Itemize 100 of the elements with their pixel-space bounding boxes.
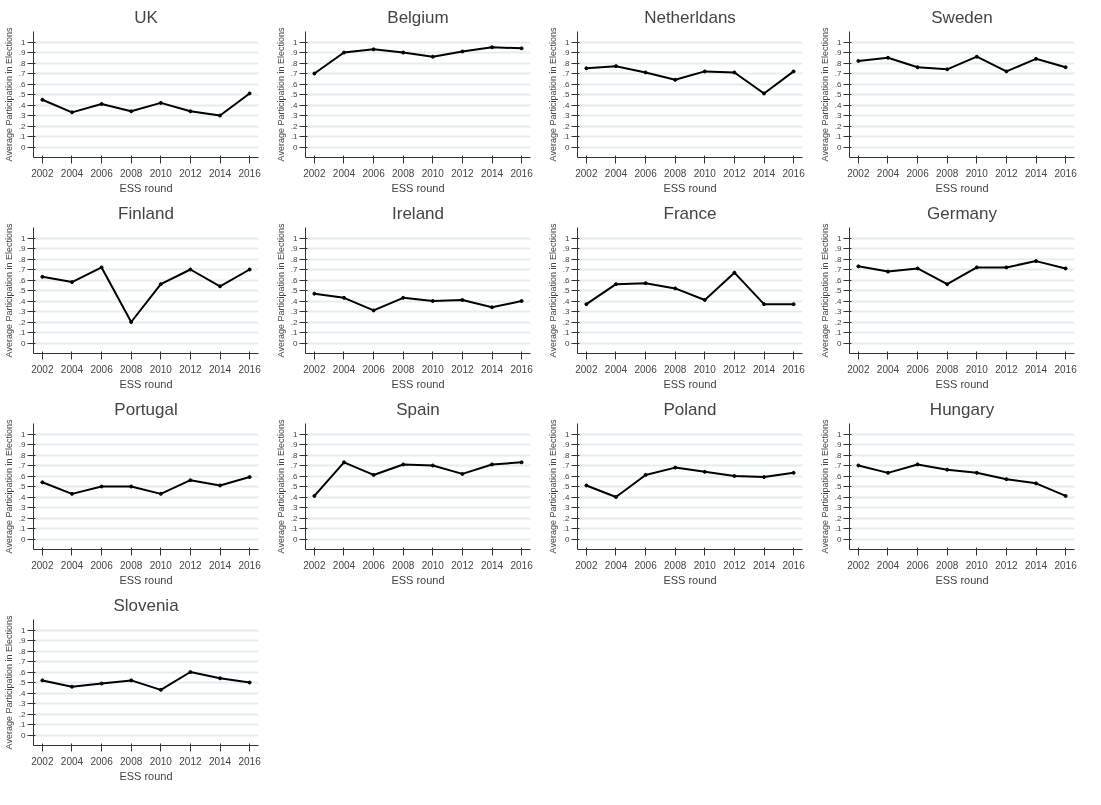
y-tick-label: .4	[562, 296, 571, 306]
y-tick-label: 1	[293, 429, 299, 439]
y-axis-title: Average Participation in Elections	[3, 27, 14, 162]
x-tick-label: 2010	[965, 167, 989, 179]
y-tick-label: .2	[290, 317, 299, 327]
x-tick-label: 2014	[1024, 167, 1048, 179]
y-tick-label: .6	[290, 471, 299, 481]
y-tick-label: 0	[293, 338, 299, 348]
x-tick-label: 2006	[906, 363, 930, 375]
x-tick-label: 2012	[995, 363, 1018, 375]
y-tick-label: 1	[293, 37, 299, 47]
x-tick-label: 2002	[31, 755, 54, 767]
x-tick-label: 2012	[995, 167, 1018, 179]
y-tick-label: 0	[837, 534, 843, 544]
x-tick-label: 2012	[723, 167, 746, 179]
x-axis-title: ESS round	[119, 181, 173, 194]
y-tick-label: .2	[290, 513, 299, 523]
y-tick-label: .5	[18, 678, 27, 687]
y-tick-label: .7	[290, 265, 299, 274]
x-tick-label: 2012	[179, 559, 202, 571]
x-tick-label: 2004	[60, 167, 84, 179]
chart-title: Netherldans	[644, 7, 736, 27]
y-tick-label: .2	[18, 709, 27, 719]
y-tick-label: .7	[18, 69, 27, 78]
y-tick-label: .7	[562, 265, 571, 274]
x-axis-title: ESS round	[119, 377, 173, 390]
chart-title: Ireland	[392, 203, 444, 223]
y-tick-label: .3	[834, 307, 843, 316]
y-tick-label: .6	[18, 275, 27, 285]
x-tick-label: 2008	[664, 363, 687, 375]
x-tick-label: 2016	[782, 167, 806, 179]
x-tick-label: 2004	[60, 363, 84, 375]
y-axis-title: Average Participation in Elections	[3, 419, 14, 554]
y-tick-label: .3	[290, 307, 299, 316]
y-tick-label: .3	[290, 503, 299, 512]
y-tick-label: .4	[18, 100, 27, 110]
y-tick-label: .6	[834, 471, 843, 481]
y-tick-label: .6	[834, 275, 843, 285]
y-tick-label: .5	[834, 482, 843, 491]
y-tick-label: .8	[18, 646, 27, 656]
x-tick-label: 2014	[752, 363, 776, 375]
x-axis-title: ESS round	[935, 377, 989, 390]
y-tick-label: .4	[290, 100, 299, 110]
x-tick-label: 2012	[723, 559, 746, 571]
y-tick-label: .4	[290, 296, 299, 306]
x-tick-label: 2010	[149, 167, 173, 179]
y-tick-label: .6	[562, 79, 571, 89]
y-tick-label: .1	[290, 328, 299, 337]
y-axis-title: Average Participation in Elections	[819, 27, 830, 162]
y-tick-label: .5	[18, 286, 27, 295]
y-tick-label: .4	[290, 492, 299, 502]
y-tick-label: 0	[21, 534, 27, 544]
y-tick-label: .8	[834, 450, 843, 460]
x-tick-label: 2002	[575, 167, 598, 179]
y-tick-label: .9	[562, 440, 571, 449]
x-axis-title: ESS round	[663, 377, 717, 390]
y-axis-title: Average Participation in Elections	[547, 27, 558, 162]
y-tick-label: .6	[290, 79, 299, 89]
x-tick-label: 2010	[421, 167, 445, 179]
x-tick-label: 2002	[575, 363, 598, 375]
x-tick-label: 2016	[1054, 559, 1078, 571]
x-tick-label: 2016	[238, 167, 262, 179]
y-tick-label: .1	[18, 524, 27, 533]
y-tick-label: .5	[290, 90, 299, 99]
y-tick-label: 1	[837, 233, 843, 243]
x-tick-label: 2002	[303, 559, 326, 571]
x-tick-label: 2010	[693, 363, 717, 375]
chart-title: UK	[134, 7, 159, 27]
x-axis-title: ESS round	[935, 573, 989, 586]
y-tick-label: .2	[562, 317, 571, 327]
y-tick-label: .6	[562, 471, 571, 481]
y-tick-label: 1	[21, 37, 27, 47]
x-tick-label: 2002	[847, 363, 870, 375]
x-tick-label: 2016	[238, 363, 262, 375]
chart-title: Hungary	[929, 399, 995, 419]
chart-title: Sweden	[931, 7, 993, 27]
y-tick-label: .5	[562, 90, 571, 99]
x-tick-label: 2004	[332, 559, 356, 571]
chart-title: France	[663, 203, 717, 223]
x-tick-label: 2016	[510, 363, 534, 375]
x-tick-label: 2016	[238, 755, 262, 767]
y-tick-label: .8	[562, 58, 571, 68]
x-tick-label: 2010	[149, 755, 173, 767]
y-tick-label: 1	[565, 37, 571, 47]
x-tick-label: 2002	[847, 167, 870, 179]
y-tick-label: .6	[562, 275, 571, 285]
y-tick-label: 0	[293, 142, 299, 152]
y-tick-label: .1	[18, 328, 27, 337]
y-tick-label: .7	[834, 69, 843, 78]
y-tick-label: .2	[290, 121, 299, 131]
x-tick-label: 2010	[965, 559, 989, 571]
x-tick-label: 2012	[451, 559, 474, 571]
x-tick-label: 2002	[303, 363, 326, 375]
y-tick-label: .4	[562, 100, 571, 110]
y-tick-label: .2	[834, 317, 843, 327]
chart-title: Belgium	[387, 7, 449, 27]
y-tick-label: .6	[18, 471, 27, 481]
y-tick-label: .4	[834, 296, 843, 306]
y-tick-label: .9	[290, 48, 299, 57]
x-tick-label: 2010	[965, 363, 989, 375]
